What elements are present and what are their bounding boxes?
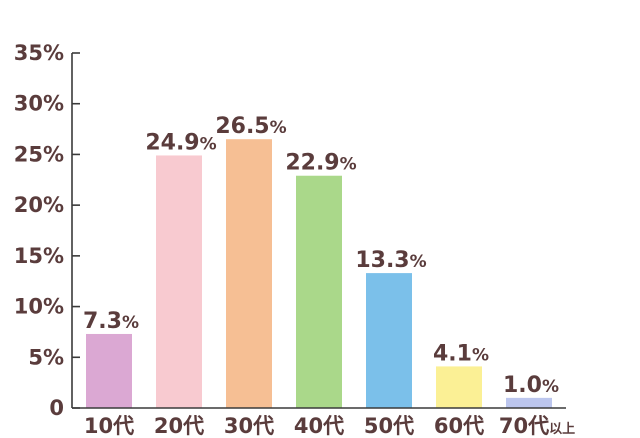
value-label: 26.5% [215,114,286,139]
bar-30代 [226,139,272,408]
y-tick-label: 35% [14,41,64,65]
y-tick-label: 20% [14,193,64,217]
value-label: 7.3% [83,309,139,334]
y-tick-label: 30% [14,92,64,116]
bar-20代 [156,155,202,408]
y-tick-label: 0 [49,396,64,420]
bars [86,139,552,408]
bar-40代 [296,175,342,408]
x-tick-label: 30代 [224,414,274,438]
bar-70代 [506,397,552,408]
value-label: 1.0% [503,373,559,398]
x-tick-label: 20代 [154,414,204,438]
bar-60代 [436,366,482,408]
value-label: 13.3% [355,248,426,273]
bar-10代 [86,333,132,408]
x-tick-label: 10代 [84,414,134,438]
y-tick-label: 10% [14,295,64,319]
y-tick-label: 25% [14,142,64,166]
x-tick-label: 60代 [434,414,484,438]
x-tick-label: 40代 [294,414,344,438]
x-axis-category-labels: 10代 20代 30代 40代 50代 60代 70代以上 [84,414,575,438]
value-label: 22.9% [285,151,356,176]
y-tick-label: 5% [28,345,64,369]
value-label: 4.1% [433,341,489,366]
value-label: 24.9% [145,130,216,155]
value-labels: 7.3% 24.9%26.5% 22.9% 13.3% 4.1% 1.0% [83,114,559,398]
bar-50代 [366,273,412,408]
y-tick-label: 15% [14,244,64,268]
x-tick-label: 70代以上 [499,414,575,438]
x-tick-label: 50代 [364,414,414,438]
y-axis-ticks: 0 5% 10% 15% 20% 25% 30% 35% [14,41,80,420]
